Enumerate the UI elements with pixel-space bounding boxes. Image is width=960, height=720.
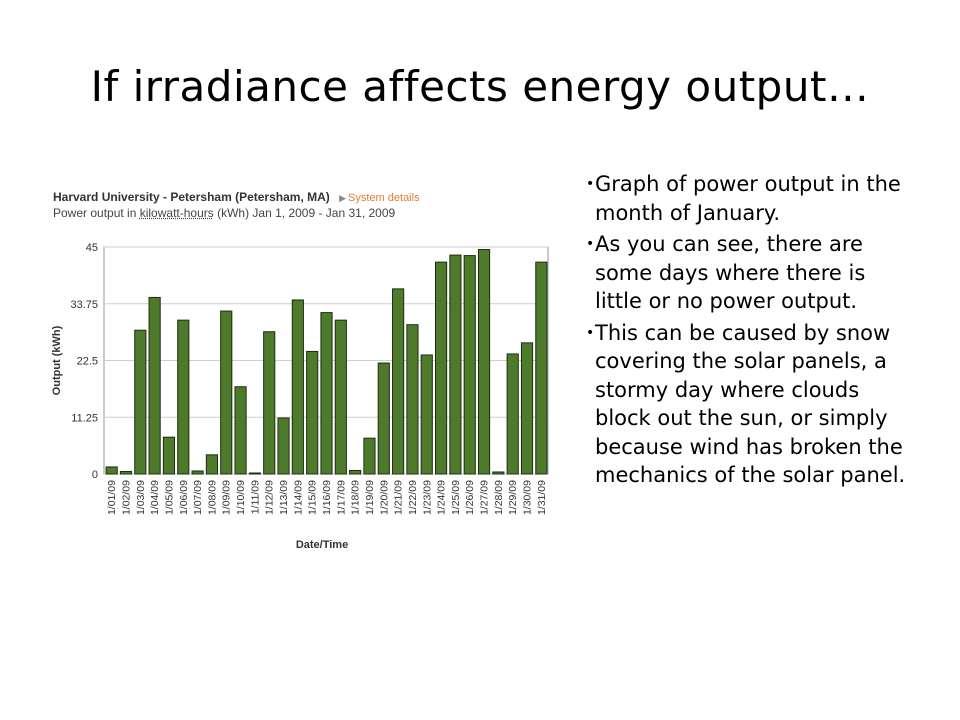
x-tick-label: 1/14/09 <box>292 480 304 515</box>
x-tick-label: 1/09/09 <box>221 480 233 515</box>
x-tick-label: 1/30/09 <box>522 480 534 515</box>
system-details-link[interactable]: ▶ System details <box>339 192 419 204</box>
bar <box>449 254 462 475</box>
bar <box>392 288 405 475</box>
bar <box>277 417 290 475</box>
bullet-dot: • <box>586 236 595 252</box>
bullet-text: As you can see, there are some days wher… <box>595 232 866 313</box>
bar <box>306 350 319 475</box>
x-tick-label: 1/27/09 <box>479 480 491 515</box>
x-tick-label: 1/22/09 <box>407 480 419 515</box>
bar <box>535 261 548 475</box>
kilowatt-hours-link[interactable]: kilowatt-hours <box>139 206 214 220</box>
bar <box>263 331 276 475</box>
chart-subtitle: Power output in kilowatt-hours (kWh) Jan… <box>53 206 420 221</box>
chart-subtitle-suffix: (kWh) Jan 1, 2009 - Jan 31, 2009 <box>213 206 396 220</box>
bullet-dot: • <box>586 176 595 192</box>
y-tick-label: 45 <box>86 242 98 254</box>
x-tick-label: 1/01/09 <box>106 480 118 515</box>
bar <box>119 470 133 475</box>
x-tick-label: 1/13/09 <box>278 480 290 515</box>
x-tick-label: 1/18/09 <box>350 480 362 515</box>
x-tick-label: 1/21/09 <box>393 480 405 515</box>
bar <box>477 249 491 475</box>
x-tick-label: 1/12/09 <box>264 480 276 515</box>
bar <box>248 472 261 475</box>
x-tick-label: 1/07/09 <box>192 480 204 515</box>
bar <box>434 261 448 475</box>
bar <box>234 386 247 475</box>
bar <box>105 466 118 475</box>
bar <box>349 469 362 475</box>
bar <box>363 437 376 475</box>
x-tick-label: 1/05/09 <box>163 480 175 515</box>
bar <box>177 319 190 475</box>
x-tick-label: 1/29/09 <box>507 480 519 515</box>
bullet-text: This can be caused by snow covering the … <box>595 320 906 488</box>
system-details-label: System details <box>348 192 420 204</box>
x-tick-label: 1/31/09 <box>536 480 548 515</box>
chart-title-line: Harvard University - Petersham (Petersha… <box>53 190 420 206</box>
x-tick-label: 1/26/09 <box>464 480 476 515</box>
x-tick-label: 1/02/09 <box>120 480 132 515</box>
bar <box>406 324 419 475</box>
x-tick-label: 1/17/09 <box>335 480 347 515</box>
bullet-list: • Graph of power output in the month of J… <box>586 170 916 493</box>
slide-title: If irradiance affects energy output… <box>90 62 870 111</box>
bullet-text: Graph of power output in the month of Ja… <box>595 172 901 225</box>
y-tick-label: 0 <box>92 469 98 481</box>
x-tick-label: 1/04/09 <box>149 480 161 515</box>
bar <box>291 299 304 475</box>
chart-header: Harvard University - Petersham (Petersha… <box>53 190 420 221</box>
bullet-item: • This can be caused by snow covering the… <box>586 319 916 490</box>
y-tick-label: 22.5 <box>77 356 98 368</box>
y-tick-label: 33.75 <box>70 299 98 311</box>
bar <box>205 454 219 475</box>
bar <box>220 310 233 475</box>
bar <box>162 436 176 475</box>
x-tick-label: 1/23/09 <box>421 480 433 515</box>
bar <box>463 255 476 475</box>
x-tick-label: 1/11/09 <box>249 480 261 514</box>
bar <box>148 296 161 475</box>
chart-subtitle-prefix: Power output in <box>53 206 140 220</box>
x-tick-label: 1/24/09 <box>436 480 448 515</box>
bar <box>420 354 433 475</box>
bar <box>320 312 333 475</box>
bullet-dot: • <box>586 324 595 341</box>
x-tick-label: 1/06/09 <box>178 480 190 515</box>
y-tick-label: 11.25 <box>71 412 98 424</box>
bar <box>492 471 505 475</box>
bar <box>134 329 147 475</box>
x-axis-title: Date/Time <box>296 539 348 551</box>
bullet-item: • Graph of power output in the month of J… <box>586 170 916 227</box>
bar <box>334 319 347 475</box>
triangle-right-icon: ▶ <box>339 193 347 203</box>
x-tick-label: 1/08/09 <box>206 480 218 515</box>
y-axis-title: Output (kWh) <box>51 325 63 395</box>
bar <box>506 353 519 475</box>
x-tick-label: 1/20/09 <box>378 480 390 515</box>
x-tick-label: 1/15/09 <box>307 480 319 515</box>
bar <box>377 362 390 475</box>
bullet-item: • As you can see, there are some days whe… <box>586 230 916 316</box>
bar <box>191 470 204 475</box>
x-tick-label: 1/19/09 <box>364 480 376 515</box>
bar <box>520 342 534 475</box>
x-tick-label: 1/16/09 <box>321 480 333 515</box>
x-tick-label: 1/03/09 <box>135 480 147 515</box>
x-tick-label: 1/25/09 <box>450 480 462 515</box>
chart-title: Harvard University - Petersham (Petersha… <box>53 190 330 204</box>
x-tick-label: 1/10/09 <box>235 480 247 515</box>
x-tick-label: 1/28/09 <box>493 480 505 515</box>
